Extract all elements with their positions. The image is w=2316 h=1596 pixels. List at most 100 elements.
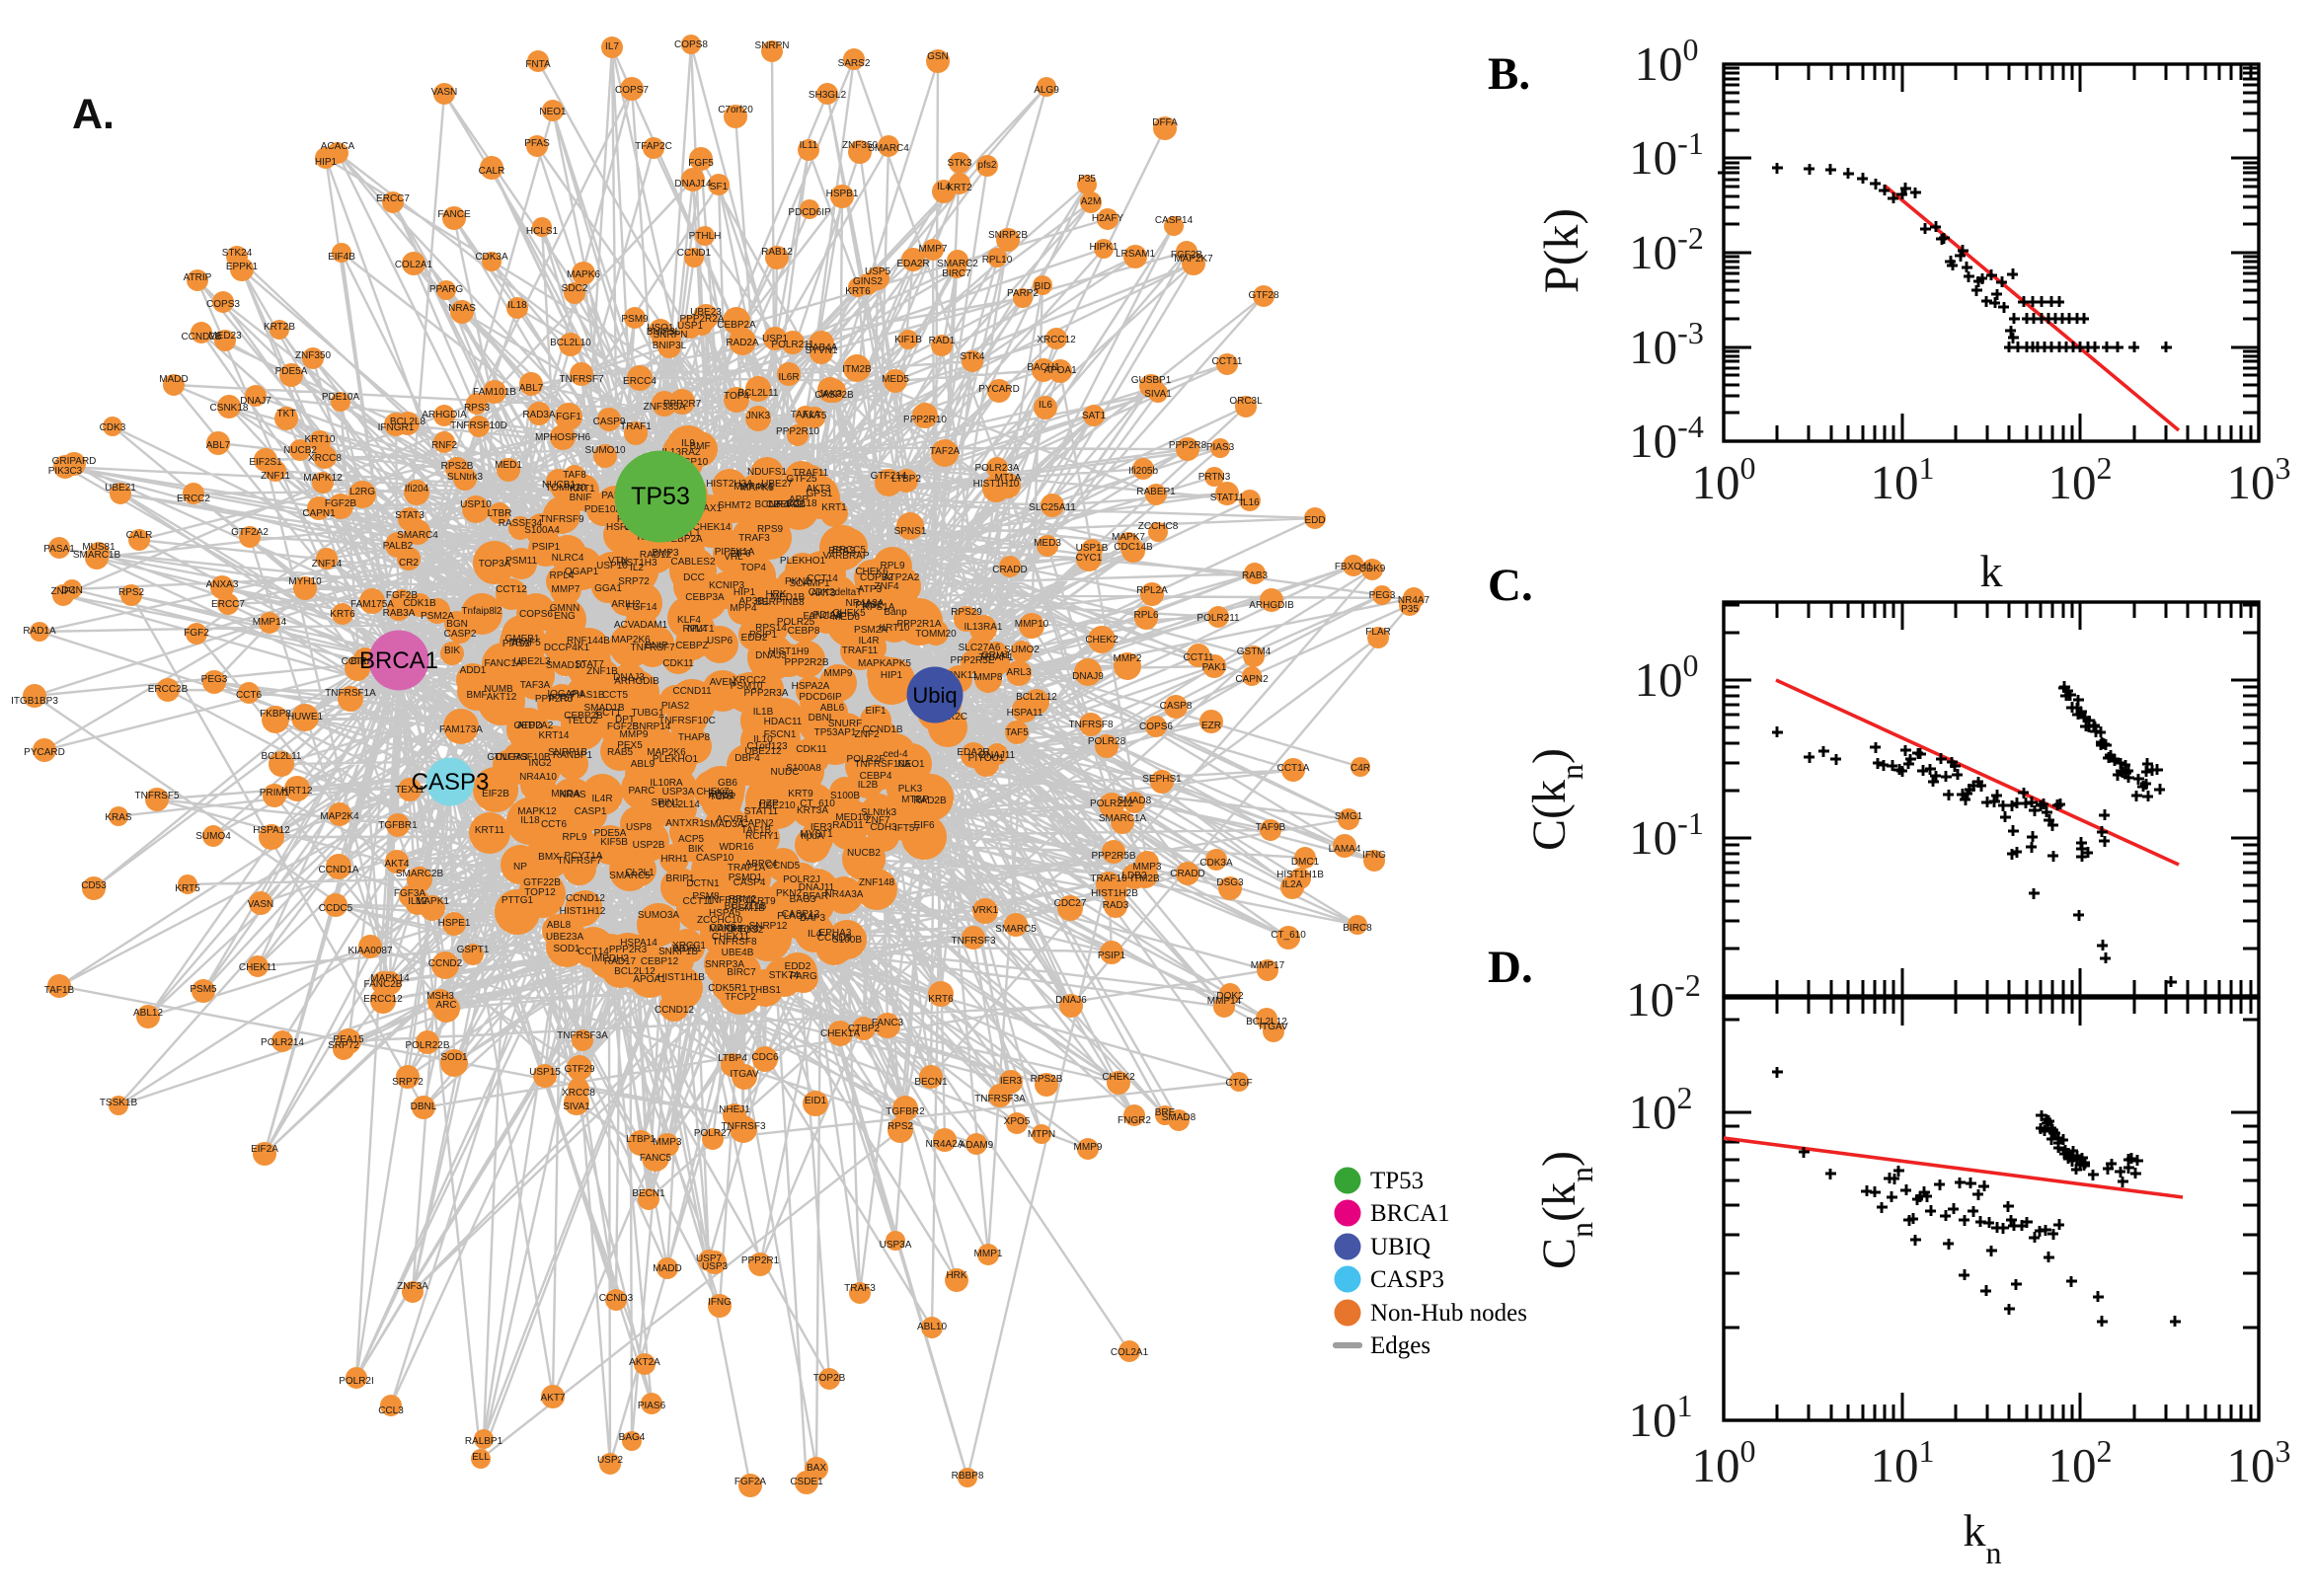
svg-text:PARC: PARC <box>628 786 655 797</box>
svg-text:FAM175A: FAM175A <box>350 599 394 610</box>
svg-text:MPP4: MPP4 <box>730 603 757 614</box>
svg-text:CDK3A: CDK3A <box>475 252 508 263</box>
svg-text:PSIP1: PSIP1 <box>749 630 778 641</box>
svg-text:LTBP1: LTBP1 <box>626 1134 656 1145</box>
svg-text:CDK3: CDK3 <box>100 422 126 433</box>
svg-text:IL10: IL10 <box>753 734 773 745</box>
svg-text:PPP2R5E: PPP2R5E <box>950 655 994 666</box>
svg-text:ACVADAM1: ACVADAM1 <box>614 620 668 631</box>
svg-text:FKBP8: FKBP8 <box>260 709 291 720</box>
svg-text:KRT10: KRT10 <box>305 434 336 445</box>
svg-text:CASP9: CASP9 <box>593 417 626 427</box>
svg-text:TFCP2: TFCP2 <box>725 992 756 1003</box>
svg-text:SOD1: SOD1 <box>440 1052 468 1063</box>
svg-text:PMS2: PMS2 <box>855 600 883 611</box>
svg-text:USP2: USP2 <box>597 1455 624 1466</box>
svg-text:CHEK1A: CHEK1A <box>820 1028 860 1039</box>
svg-text:BAG3: BAG3 <box>790 894 816 905</box>
svg-text:IL13RA2: IL13RA2 <box>662 447 701 458</box>
svg-text:EPPK1: EPPK1 <box>226 262 259 272</box>
svg-text:PEX5: PEX5 <box>617 740 643 751</box>
svg-text:TNFRSF10D: TNFRSF10D <box>450 420 507 431</box>
svg-text:CEBP8: CEBP8 <box>788 626 820 637</box>
svg-text:CR2: CR2 <box>399 558 419 569</box>
svg-text:COPS8: COPS8 <box>674 39 708 50</box>
svg-text:BCL2: BCL2 <box>754 499 779 510</box>
svg-text:GSN: GSN <box>927 51 949 62</box>
svg-text:POLR211: POLR211 <box>771 340 814 350</box>
svg-text:NR4A7: NR4A7 <box>1398 595 1430 606</box>
svg-text:TNFRSF3A: TNFRSF3A <box>557 1030 608 1041</box>
svg-text:PYCARD: PYCARD <box>978 384 1020 395</box>
svg-text:RPS14: RPS14 <box>755 623 787 634</box>
svg-text:PLAGL1: PLAGL1 <box>777 911 814 922</box>
svg-text:TP53: TP53 <box>1370 1168 1424 1194</box>
svg-text:IFT57: IFT57 <box>549 693 576 704</box>
svg-text:BCL2L11: BCL2L11 <box>262 751 302 762</box>
svg-text:PPP2R3: PPP2R3 <box>609 945 648 955</box>
svg-text:USP10: USP10 <box>460 499 492 510</box>
svg-text:KRT14: KRT14 <box>539 730 570 741</box>
svg-text:CCT11: CCT11 <box>1212 356 1243 367</box>
svg-text:CASP4: CASP4 <box>733 877 766 888</box>
svg-text:SUMO3A: SUMO3A <box>638 910 680 921</box>
svg-text:FANC3: FANC3 <box>872 1018 904 1028</box>
svg-text:IFT57: IFT57 <box>894 823 921 834</box>
svg-text:MMP7: MMP7 <box>552 584 580 595</box>
svg-text:KRAS: KRAS <box>105 812 132 823</box>
svg-text:ANTXR1: ANTXR1 <box>665 818 705 829</box>
svg-text:PPP2R2A: PPP2R2A <box>679 314 724 325</box>
svg-text:HSPB1: HSPB1 <box>826 189 859 199</box>
svg-text:L2RG: L2RG <box>349 487 375 497</box>
svg-text:MT1A: MT1A <box>995 473 1022 484</box>
svg-text:BRE: BRE <box>1155 1107 1176 1118</box>
svg-text:PIP5K1A: PIP5K1A <box>715 547 755 558</box>
svg-text:EIF1: EIF1 <box>865 706 887 717</box>
svg-text:EIF4B: EIF4B <box>328 252 355 263</box>
svg-text:GMEB1: GMEB1 <box>504 634 539 645</box>
svg-text:TAF5: TAF5 <box>1005 727 1029 738</box>
svg-text:SIVA1: SIVA1 <box>563 1102 590 1112</box>
svg-text:MMP1: MMP1 <box>974 1249 1003 1259</box>
svg-text:HIST1H1B: HIST1H1B <box>657 972 705 983</box>
svg-text:CEBPZ: CEBPZ <box>675 641 708 651</box>
svg-text:NUCB2: NUCB2 <box>847 848 881 859</box>
svg-text:VTN: VTN <box>608 556 628 567</box>
svg-text:ENG: ENG <box>554 611 576 622</box>
svg-text:MED23: MED23 <box>208 331 242 342</box>
svg-text:MMP17: MMP17 <box>1251 960 1285 971</box>
svg-text:COL2A1: COL2A1 <box>395 260 433 270</box>
svg-text:UBE2L3: UBE2L3 <box>513 656 551 667</box>
svg-text:VASN: VASN <box>248 899 274 910</box>
svg-text:ZNF11: ZNF11 <box>261 471 290 482</box>
svg-text:TGFBR2: TGFBR2 <box>886 1106 925 1117</box>
svg-text:D.: D. <box>1488 942 1533 993</box>
svg-text:PALB2: PALB2 <box>383 541 414 552</box>
svg-text:XRCC2: XRCC2 <box>733 675 766 686</box>
svg-text:ITM2B: ITM2B <box>1130 874 1160 884</box>
svg-text:NEO1: NEO1 <box>539 107 567 117</box>
svg-text:MMP9: MMP9 <box>824 668 853 679</box>
svg-text:C7orf20: C7orf20 <box>718 105 753 115</box>
svg-text:QGAP1: QGAP1 <box>565 567 599 577</box>
svg-text:PSIP1: PSIP1 <box>1098 950 1126 961</box>
svg-text:STAT11: STAT11 <box>1210 493 1245 503</box>
svg-text:SMARC1A: SMARC1A <box>1099 813 1147 824</box>
svg-text:CABLES2: CABLES2 <box>670 557 715 568</box>
svg-text:ATRIP: ATRIP <box>184 272 212 283</box>
svg-text:XRCC12: XRCC12 <box>1037 335 1076 345</box>
svg-text:EDD2: EDD2 <box>785 961 811 972</box>
svg-text:ced-4: ced-4 <box>883 749 907 760</box>
svg-text:MED3: MED3 <box>1034 538 1061 549</box>
svg-text:LTBP2: LTBP2 <box>891 474 921 485</box>
svg-text:SF1: SF1 <box>710 182 729 192</box>
svg-text:RAD11: RAD11 <box>832 820 864 831</box>
svg-text:FANC1A: FANC1A <box>485 658 523 669</box>
svg-text:SMARC4: SMARC4 <box>868 143 909 154</box>
svg-text:CDC14B: CDC14B <box>1114 542 1153 553</box>
svg-text:CASP1: CASP1 <box>575 806 607 817</box>
svg-text:NR4A3A: NR4A3A <box>825 889 864 900</box>
svg-text:HSPA5: HSPA5 <box>709 908 740 919</box>
svg-text:BRIP1: BRIP1 <box>666 874 695 884</box>
svg-text:HSPA14: HSPA14 <box>620 938 657 949</box>
